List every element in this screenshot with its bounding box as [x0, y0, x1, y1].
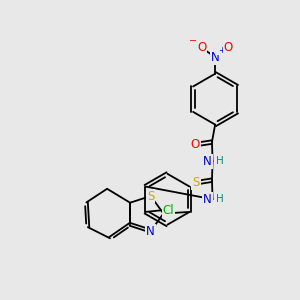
- Text: O: O: [224, 41, 233, 54]
- Text: H: H: [216, 156, 224, 166]
- Text: O: O: [191, 138, 200, 151]
- Text: +: +: [218, 46, 225, 55]
- Text: N: N: [146, 225, 155, 238]
- Text: S: S: [147, 190, 154, 202]
- Text: Cl: Cl: [162, 204, 174, 217]
- Text: O: O: [197, 41, 206, 54]
- Text: −: −: [190, 36, 198, 46]
- Text: H: H: [216, 194, 224, 204]
- Text: N: N: [203, 154, 212, 168]
- Text: N: N: [203, 193, 212, 206]
- Text: N: N: [211, 51, 220, 64]
- Text: S: S: [192, 176, 200, 189]
